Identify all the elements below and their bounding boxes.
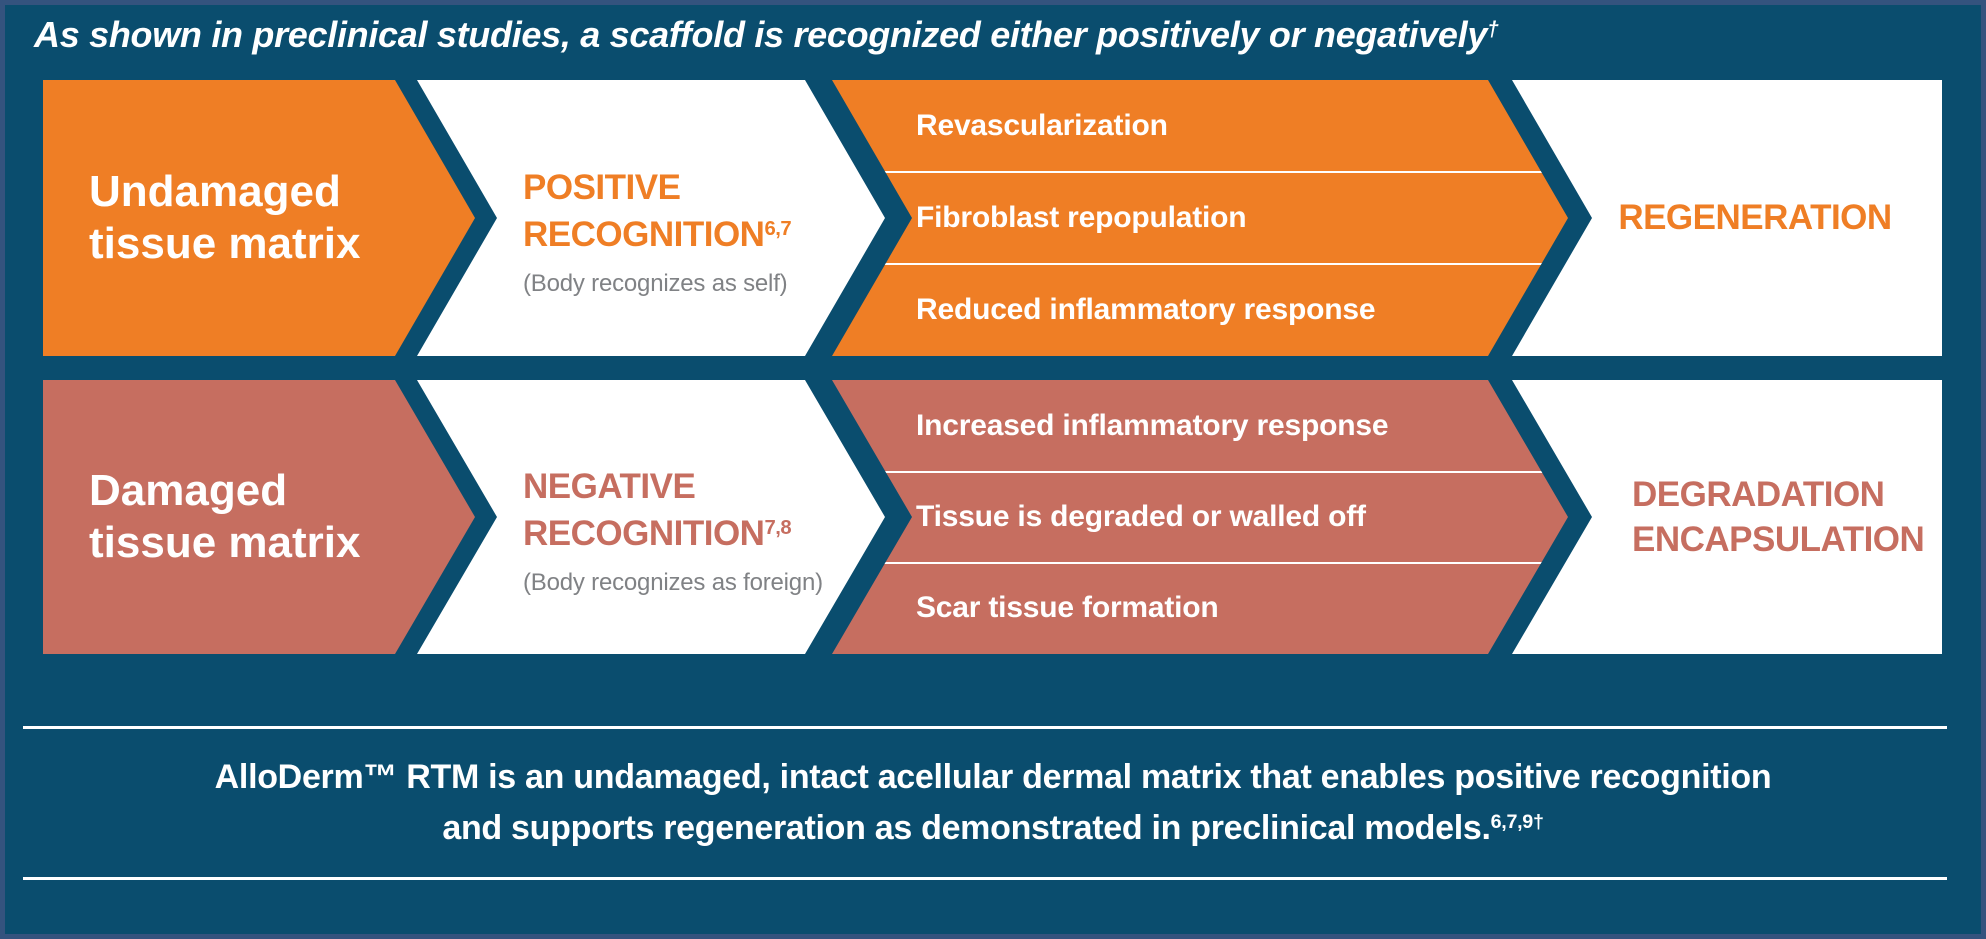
effect-item: Scar tissue formation (916, 591, 1219, 625)
footer-line-2: and supports regeneration as demonstrate… (442, 809, 1544, 847)
page-title: As shown in preclinical studies, a scaff… (34, 14, 1499, 56)
effect-item: Reduced inflammatory response (916, 293, 1376, 326)
source-chevron-undamaged: Undamaged tissue matrix (43, 80, 475, 356)
outcome-panel-regeneration: REGENERATION (1512, 80, 1942, 356)
footer-statement: AlloDerm™ RTM is an undamaged, intact ac… (0, 752, 1986, 854)
effects-divider (832, 562, 1568, 564)
recognition-chevron-negative: NEGATIVE RECOGNITION7,8 (Body recognizes… (417, 380, 885, 654)
page-title-text: As shown in preclinical studies, a scaff… (34, 14, 1488, 55)
recognition-headline-positive: POSITIVE RECOGNITION6,7 (523, 167, 792, 254)
source-label-damaged: Damaged tissue matrix (89, 466, 361, 567)
footer-divider-bottom (23, 877, 1947, 880)
source-chevron-damaged: Damaged tissue matrix (43, 380, 475, 654)
positive-pathway-row: Undamaged tissue matrix POSITIVE RECOGNI… (0, 80, 1986, 356)
footer-references: 6,7,9† (1490, 811, 1544, 834)
outcome-label: DEGRADATION (1632, 474, 1885, 514)
effects-divider (832, 171, 1568, 173)
effect-item: Fibroblast repopulation (916, 201, 1247, 234)
effects-divider (832, 471, 1568, 473)
footer-line-1: AlloDerm™ RTM is an undamaged, intact ac… (214, 758, 1772, 796)
outcome-panel-degradation: DEGRADATION ENCAPSULATION (1512, 380, 1942, 654)
negative-pathway-row: Damaged tissue matrix NEGATIVE RECOGNITI… (0, 380, 1986, 654)
recognition-chevron-positive: POSITIVE RECOGNITION6,7 (Body recognizes… (417, 80, 885, 356)
effects-divider (832, 263, 1568, 265)
recognition-headline-negative: NEGATIVE RECOGNITION7,8 (523, 466, 792, 553)
effects-chevron-negative: Increased inflammatory response Tissue i… (832, 380, 1568, 654)
recognition-negative-references: 7,8 (764, 516, 792, 539)
source-label-undamaged: Undamaged tissue matrix (89, 167, 361, 268)
recognition-subtext-negative: (Body recognizes as foreign) (523, 569, 823, 597)
footer-divider-top (23, 726, 1947, 729)
recognition-positive-references: 6,7 (764, 217, 792, 240)
outcome-label: REGENERATION (1618, 198, 1892, 238)
recognition-subtext-positive: (Body recognizes as self) (523, 270, 788, 298)
effect-item: Increased inflammatory response (916, 408, 1389, 442)
effect-item: Revascularization (916, 109, 1168, 142)
page-title-footnote-marker: † (1487, 17, 1499, 41)
effects-chevron-positive: Revascularization Fibroblast repopulatio… (832, 80, 1568, 356)
effect-item: Tissue is degraded or walled off (916, 499, 1366, 533)
outcome-label: ENCAPSULATION (1632, 520, 1925, 559)
